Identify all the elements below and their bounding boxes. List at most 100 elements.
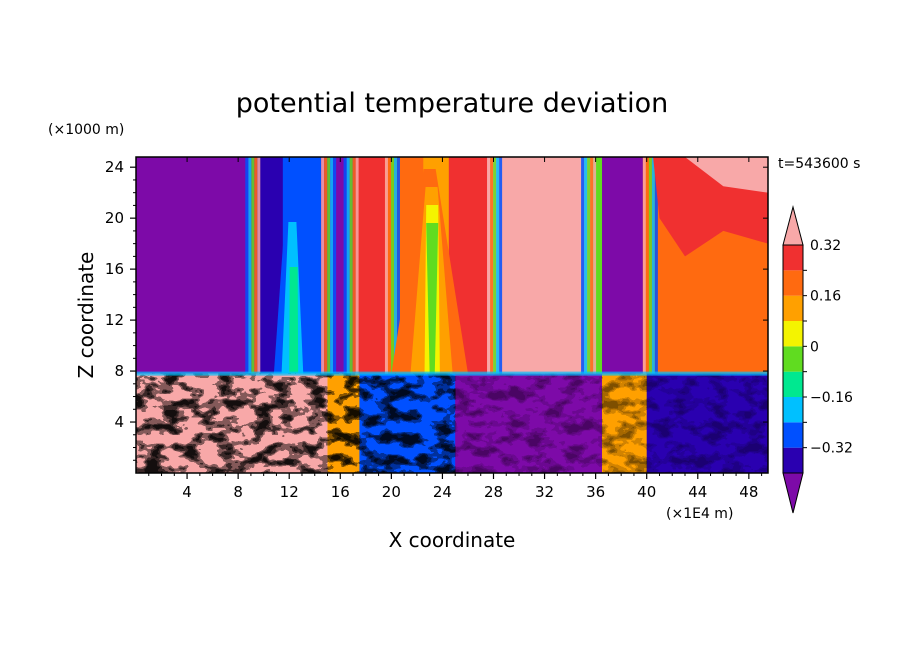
field-edge-4 (642, 157, 658, 374)
x-unit-label: (×1E4 m) (666, 506, 733, 522)
field-edge-band (254, 157, 258, 374)
field-edge-band (581, 157, 585, 374)
cold-plume-band (289, 267, 299, 374)
y-tick-label: 4 (114, 413, 124, 431)
field-edge-5 (321, 157, 337, 374)
field-edge-band (487, 157, 491, 374)
field-edge-band (333, 157, 337, 374)
field-edge-band (245, 157, 249, 374)
field-edge-band (327, 157, 331, 374)
field-edge-band (590, 157, 594, 374)
field-edge-band (387, 157, 391, 374)
time-label: t=543600 s (778, 156, 860, 172)
field-cold-plume (273, 177, 310, 374)
field-column-9 (487, 157, 594, 374)
lower-turbulence-2 (136, 373, 360, 473)
field-edge-band (587, 157, 591, 374)
colorbar-label: −0.16 (810, 390, 853, 406)
field-edge-band (499, 157, 503, 374)
colorbar-swatch (783, 245, 803, 271)
x-tick-label: 32 (535, 483, 554, 501)
field-edge-band (251, 157, 255, 374)
field-edge-band (257, 157, 261, 374)
field-edge-2 (487, 157, 503, 374)
x-tick-label: 40 (637, 483, 656, 501)
field-edge-band (393, 157, 397, 374)
field-column-11 (602, 157, 644, 374)
field-edge-band (390, 157, 394, 374)
colorbar-swatch (783, 447, 803, 473)
colorbar-min-triangle (782, 472, 804, 514)
field-edge-band (343, 157, 347, 374)
colorbar-label: −0.32 (810, 441, 853, 457)
x-tick-label: 12 (280, 483, 299, 501)
colorbar-swatch (783, 295, 803, 321)
field-edge-band (654, 157, 658, 374)
field-lower-layer (136, 371, 768, 473)
layer-interface (136, 371, 768, 376)
field-column-1 (151, 157, 258, 374)
x-tick-label: 48 (739, 483, 758, 501)
x-tick-label: 36 (586, 483, 605, 501)
colorbar-swatch (783, 270, 803, 296)
plot-frame (135, 156, 769, 474)
x-tick-label: 28 (484, 483, 503, 501)
field-edge-band (396, 157, 400, 374)
x-tick-label: 4 (182, 483, 192, 501)
chart-title: potential temperature deviation (236, 88, 668, 119)
x-tick-label: 8 (233, 483, 243, 501)
field-edge-band (493, 157, 497, 374)
field-edge-band (584, 157, 588, 374)
field-edge-0 (343, 157, 359, 374)
lower-turbulence-6 (602, 373, 647, 473)
field-edge-3 (581, 157, 597, 374)
x-axis: 4 8 12 16 20 24 28 32 36 40 44 48 (148, 157, 763, 501)
lower-turbulence-3 (359, 373, 456, 473)
warm-band (685, 157, 768, 193)
y-tick-label: 8 (114, 362, 124, 380)
colorbar-swatch (783, 371, 803, 397)
field-edge-band (648, 157, 652, 374)
field-edge-band (496, 157, 500, 374)
field-edge-band (352, 157, 356, 374)
colorbar-swatch (783, 321, 803, 347)
y-tick-label: 24 (105, 158, 124, 176)
field-edge-band (324, 157, 328, 374)
field-column-5 (355, 157, 386, 374)
lower-turbulence-5 (646, 373, 768, 473)
field-edge-band (330, 157, 334, 374)
y-axis-label: Z coordinate (74, 252, 98, 379)
colorbar-swatch (783, 346, 803, 372)
field-edge-band (349, 157, 353, 374)
x-tick-label: 16 (331, 483, 350, 501)
colorbar-swatch (783, 397, 803, 423)
field-edge-band (645, 157, 649, 374)
colorbar-label: 0.32 (810, 238, 841, 254)
plot-area (136, 157, 768, 473)
y-axis: 4 8 12 16 20 24 (105, 158, 768, 461)
field-edge-band (593, 157, 597, 374)
x-axis-label: X coordinate (389, 528, 516, 552)
field-edge-band (248, 157, 252, 374)
field-edge-band (642, 157, 646, 374)
colorbar-frame (782, 244, 804, 474)
colorbar: 0.32 0.16 0 −0.16 −0.32 (782, 205, 853, 514)
colorbar-label: 0 (810, 339, 819, 355)
field-edge-band (355, 157, 359, 374)
field-column-0 (136, 157, 152, 374)
y-tick-label: 20 (105, 209, 124, 227)
field-column-10 (593, 157, 603, 374)
colorbar-swatch (783, 422, 803, 448)
plume-band (426, 223, 439, 374)
y-tick-label: 12 (105, 311, 124, 329)
field-edge-1 (384, 157, 400, 374)
field-plume (391, 169, 468, 374)
lower-turbulence-4 (455, 373, 603, 473)
colorbar-max-triangle (782, 205, 804, 246)
x-tick-label: 44 (688, 483, 707, 501)
field-edge-band (346, 157, 350, 374)
x-tick-label: 24 (433, 483, 452, 501)
colorbar-label: 0.16 (810, 289, 841, 305)
field-edge-band (384, 157, 388, 374)
